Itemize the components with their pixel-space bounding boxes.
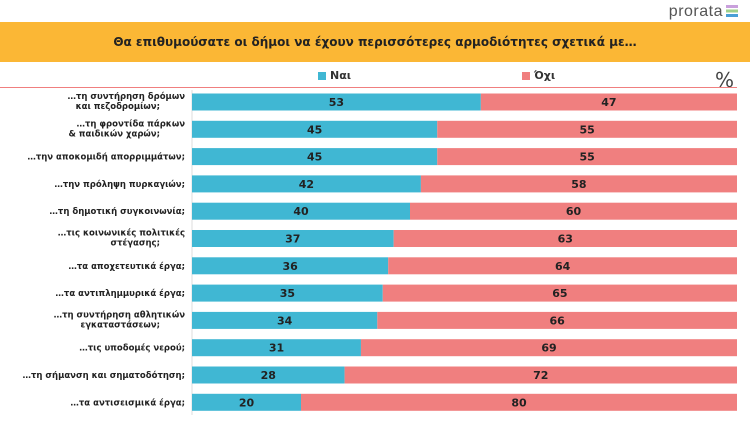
data-label: 80	[511, 396, 527, 409]
category-label: …τη φροντίδα πάρκων & παιδικών χαρών;	[68, 118, 185, 139]
data-label: 31	[269, 342, 284, 355]
data-label: 34	[277, 314, 293, 327]
bar-no	[377, 311, 737, 329]
legend-item-yes: Ναι	[318, 69, 351, 82]
bar-yes	[192, 202, 410, 220]
legend-item-no: Όχι	[522, 69, 555, 82]
category-label: …την αποκομιδή απορριμμάτων;	[27, 153, 185, 163]
divider-line	[0, 87, 737, 88]
bar-yes	[192, 120, 438, 138]
bar-yes	[192, 93, 481, 111]
data-label: 65	[552, 287, 567, 300]
bar-yes	[192, 175, 421, 193]
prorata-logo: prorata	[669, 3, 738, 21]
bar-yes	[192, 284, 383, 302]
data-label: 45	[307, 123, 322, 136]
bar-no	[420, 175, 737, 193]
bar-yes	[192, 257, 389, 275]
data-label: 53	[329, 96, 344, 109]
percent-unit: %	[714, 68, 734, 92]
data-label: 37	[285, 233, 300, 246]
bar-yes	[192, 393, 301, 411]
bar-no	[393, 230, 737, 247]
category-label: …τη συντήρηση δρόμων και πεζοδρομίων;	[67, 91, 185, 112]
bar-no	[437, 120, 737, 138]
category-label: …την πρόληψη πυρκαγιών;	[54, 179, 185, 190]
data-label: 55	[579, 151, 594, 164]
category-label: …τα αποχετευτικά έργα;	[68, 261, 185, 272]
category-label: …τη δημοτική συγκοινωνία;	[49, 206, 185, 217]
data-label: 66	[549, 314, 565, 327]
data-label: 55	[579, 123, 594, 136]
category-label: …τις υποδομές νερού;	[79, 343, 185, 354]
data-label: 58	[571, 178, 586, 191]
data-label: 69	[541, 342, 556, 355]
data-label: 64	[555, 260, 571, 273]
data-label: 36	[282, 260, 298, 273]
bar-no	[480, 93, 737, 111]
bar-yes	[192, 148, 438, 166]
category-label: …τα αντιπλημμυρικά έργα;	[55, 288, 185, 299]
data-label: 72	[533, 369, 548, 382]
legend: Ναι Όχι	[0, 69, 750, 83]
bar-yes	[192, 339, 361, 357]
category-label: …τη συντήρηση αθλητικών εγκαταστάσεων;	[54, 309, 186, 330]
bar-no	[301, 393, 737, 411]
legend-swatch-no	[522, 71, 530, 80]
data-label: 60	[566, 205, 582, 218]
data-label: 42	[299, 178, 314, 191]
category-label: …τη σήμανση και σηματοδότηση;	[22, 370, 185, 381]
bar-no	[437, 148, 737, 166]
legend-label-no: Όχι	[534, 69, 556, 82]
bar-yes	[192, 366, 345, 384]
chart-title: Θα επιθυμούσατε οι δήμοι να έχουν περισσ…	[113, 35, 637, 49]
bar-no	[382, 284, 737, 302]
title-banner: Θα επιθυμούσατε οι δήμοι να έχουν περισσ…	[0, 22, 750, 62]
bar-no	[360, 339, 737, 357]
data-label: 40	[293, 205, 309, 218]
legend-swatch-yes	[318, 71, 326, 80]
bar-no	[344, 366, 737, 384]
bar-no	[410, 202, 737, 220]
bar-yes	[192, 230, 394, 247]
data-label: 35	[280, 287, 295, 300]
logo-text: prorata	[668, 3, 723, 20]
category-label: …τις κοινωνικές πολιτικές στέγασης;	[58, 228, 185, 249]
category-label: …τα αντισεισμικά έργα;	[70, 397, 185, 408]
legend-label-yes: Ναι	[330, 69, 352, 82]
data-label: 47	[601, 96, 616, 109]
data-label: 45	[307, 151, 322, 164]
data-label: 28	[261, 369, 276, 382]
bar-no	[388, 257, 737, 275]
data-label: 20	[239, 396, 255, 409]
bar-yes	[192, 311, 378, 329]
logo-mark-icon	[726, 5, 738, 17]
data-label: 63	[558, 233, 573, 246]
